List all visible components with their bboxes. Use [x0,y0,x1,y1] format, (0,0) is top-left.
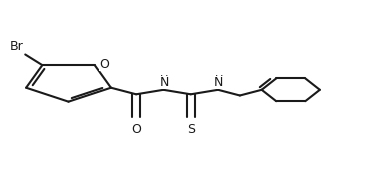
Text: H: H [160,75,168,85]
Text: Br: Br [10,40,23,53]
Text: H: H [215,75,223,85]
Text: S: S [187,123,195,136]
Text: O: O [131,123,141,136]
Text: N: N [159,76,169,89]
Text: O: O [99,58,109,71]
Text: N: N [214,76,224,89]
